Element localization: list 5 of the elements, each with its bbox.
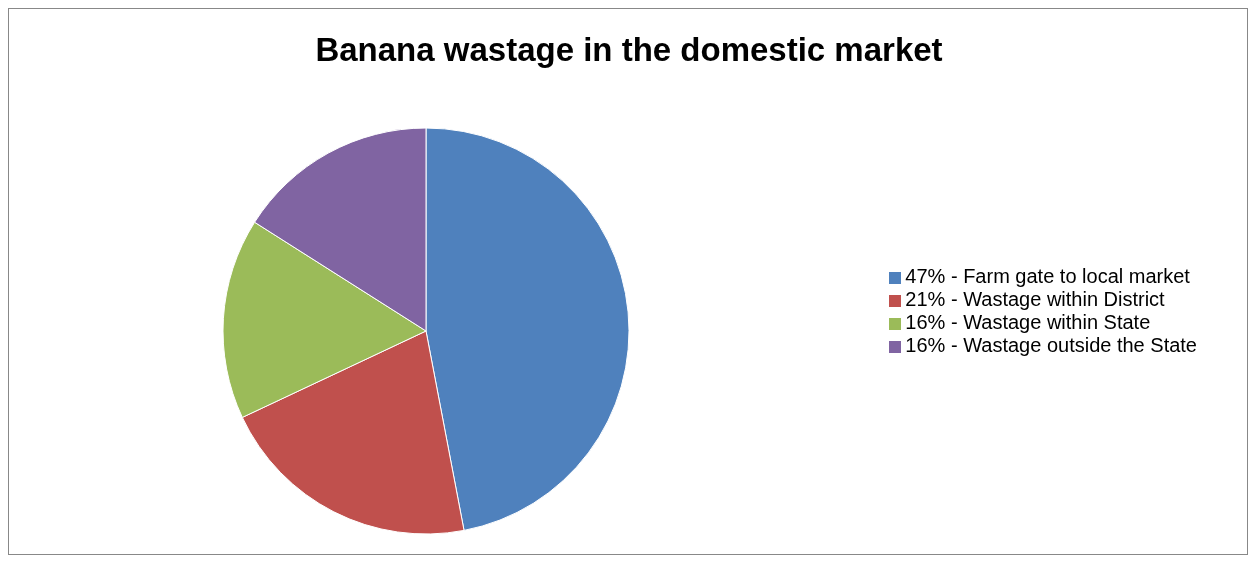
legend-label: 47% - Farm gate to local market xyxy=(905,265,1190,287)
chart-title: Banana wastage in the domestic market xyxy=(314,31,944,69)
legend-label: 16% - Wastage outside the State xyxy=(905,334,1197,356)
legend-label: 16% - Wastage within State xyxy=(905,311,1151,333)
legend-label: 21% - Wastage within District xyxy=(905,288,1165,310)
